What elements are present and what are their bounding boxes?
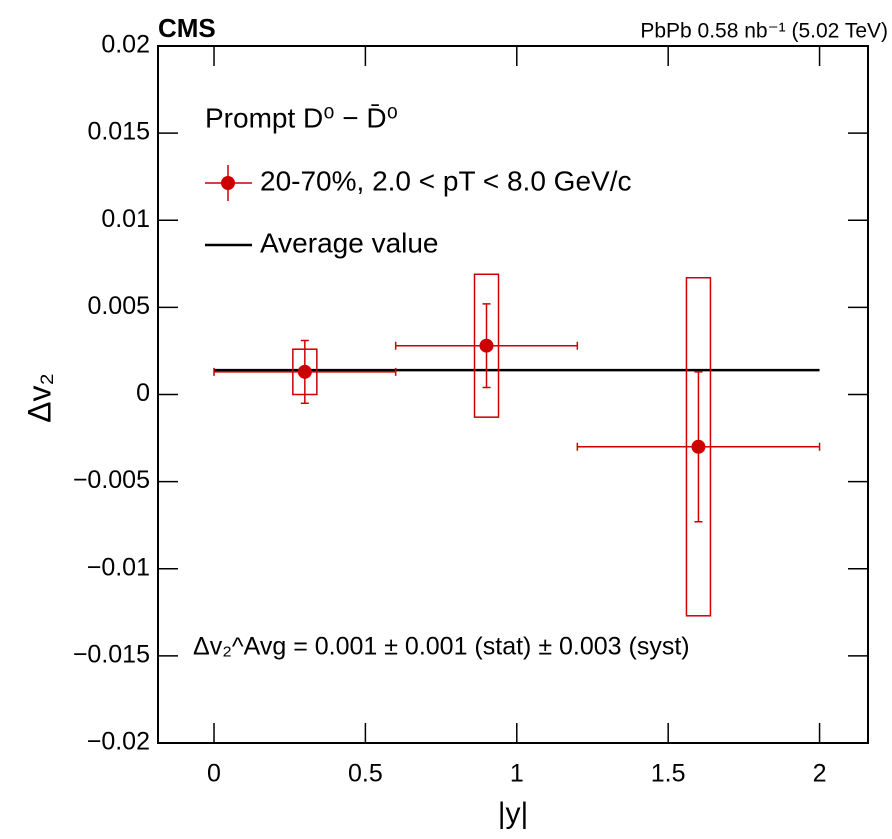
x-axis-label: |y| [498,797,529,830]
legend-title: Prompt D⁰ − D̄⁰ [205,102,398,133]
x-tick-label: 2 [813,760,827,788]
experiment-label: CMS [158,13,216,43]
y-tick-label: 0 [136,379,150,407]
y-tick-label: −0.02 [87,728,150,756]
x-tick-label: 1.5 [651,760,686,788]
x-tick-label: 1 [510,760,524,788]
y-tick-label: −0.01 [87,553,150,581]
dataset-label: PbPb 0.58 nb⁻¹ (5.02 TeV) [640,20,888,43]
y-axis-label: Δv₂ [21,373,57,423]
y-tick-label: −0.015 [73,640,150,668]
y-tick-label: 0.01 [101,205,150,233]
x-tick-label: 0 [207,760,221,788]
legend-swatch [221,176,235,190]
annotation: Δv₂^Avg = 0.001 ± 0.001 (stat) ± 0.003 (… [193,633,690,661]
y-tick-label: 0.015 [87,118,150,146]
legend-label: 20-70%, 2.0 < pT < 8.0 GeV/c [260,165,632,196]
legend-label: Average value [260,227,439,258]
y-tick-label: −0.005 [73,466,150,494]
y-tick-label: 0.02 [101,31,150,59]
x-tick-label: 0.5 [348,760,383,788]
data-point [691,439,706,454]
data-point [297,364,312,379]
y-tick-label: 0.005 [87,292,150,320]
data-point [479,338,494,353]
